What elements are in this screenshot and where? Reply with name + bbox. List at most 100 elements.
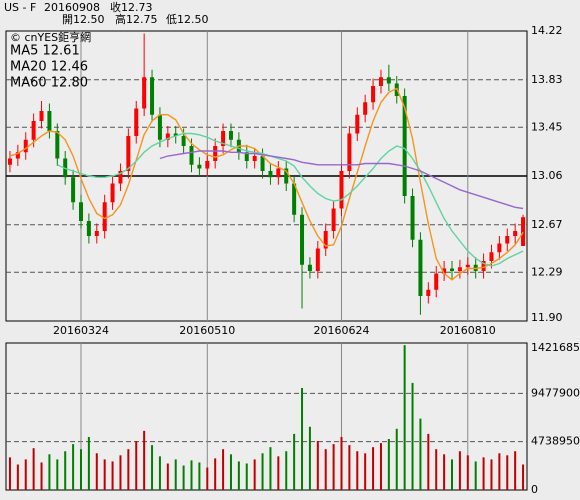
candle-body: [323, 231, 328, 249]
candle-body: [102, 202, 107, 231]
candle-body: [94, 231, 99, 236]
x-tick-label: 20160324: [53, 324, 109, 337]
volume-bar: [443, 454, 446, 490]
candle-body: [7, 158, 12, 165]
volume-bar: [285, 451, 288, 490]
volume-bar: [316, 441, 319, 490]
candle-body: [315, 248, 320, 271]
volume-bar: [222, 449, 225, 490]
volume-bar: [190, 460, 193, 490]
volume-bar: [261, 453, 264, 490]
volume-bar: [56, 459, 59, 490]
volume-bar: [198, 462, 201, 490]
volume-bar: [340, 436, 343, 490]
low-summary: 低12.50: [166, 13, 209, 26]
candle-body: [442, 268, 447, 274]
plot-layer: 11.90 12.29 12.67 13.06 13.45 13.83 14.22 0 4738…: [6, 24, 580, 496]
volume-bar: [182, 465, 185, 490]
volume-bar: [403, 345, 406, 490]
volume-bar: [308, 426, 311, 490]
volume-bar: [166, 463, 169, 490]
candle-body: [426, 289, 431, 296]
candle-body: [363, 102, 368, 115]
ma-line: [9, 87, 524, 281]
x-tick-label: 20160510: [179, 324, 235, 337]
candle-body: [347, 133, 352, 171]
volume-bar: [269, 447, 272, 490]
volume-bar: [348, 445, 351, 490]
volume-bar: [364, 453, 367, 490]
volume-bar: [119, 455, 122, 490]
volume-bar: [135, 441, 138, 490]
open-summary: 開12.50: [62, 13, 105, 26]
volume-bar: [151, 445, 154, 490]
volume-bar: [498, 453, 501, 490]
candle-body: [31, 121, 36, 140]
candle-body: [244, 152, 249, 161]
volume-bar: [514, 451, 517, 490]
volume-bar: [419, 418, 422, 490]
candle-body: [55, 131, 60, 159]
candle-body: [497, 243, 502, 253]
y-tick-label: 13.06: [531, 169, 563, 182]
candle-body: [228, 131, 233, 140]
candle-body: [465, 264, 470, 268]
candle-body: [157, 114, 162, 140]
volume-bar: [490, 459, 493, 490]
volume-bar: [277, 456, 280, 490]
candle-body: [276, 168, 281, 178]
candle-body: [378, 77, 383, 86]
volume-bar: [8, 457, 11, 490]
candle-body: [331, 208, 336, 231]
candle-body: [489, 252, 494, 261]
close-summary: 收12.73: [110, 0, 153, 14]
volume-panel: [5, 342, 528, 491]
ma-line: [159, 150, 524, 210]
volume-bar: [427, 433, 430, 490]
symbol: US - F: [4, 1, 36, 14]
y-tick-label: 13.83: [531, 73, 563, 86]
candle-body: [221, 131, 226, 146]
candle-body: [71, 177, 76, 203]
legend-entry: MA60 12.80: [10, 76, 88, 91]
candle-body: [189, 146, 194, 165]
volume-bar: [143, 430, 146, 490]
candle-body: [110, 183, 115, 203]
volume-bar: [16, 464, 19, 490]
x-tick-label: 20160810: [440, 324, 496, 337]
candle-body: [513, 231, 518, 236]
volume-bar: [111, 461, 114, 490]
volume-bar: [24, 459, 27, 490]
volume-bar: [435, 449, 438, 490]
volume-bar: [466, 455, 469, 490]
volume-bar: [95, 453, 98, 490]
volume-bar: [79, 449, 82, 490]
volume-bar: [214, 458, 217, 490]
volume-bar: [103, 459, 106, 490]
candle-body: [150, 77, 155, 115]
candle-body: [142, 77, 147, 109]
volume-bar: [387, 439, 390, 490]
volume-bar: [379, 443, 382, 490]
volume-bar: [72, 444, 75, 490]
volume-bar: [48, 454, 51, 490]
volume-bar: [458, 451, 461, 490]
candle-body: [165, 133, 170, 140]
volume-bar: [301, 388, 304, 490]
candle-body: [47, 111, 52, 131]
candle-body: [371, 86, 376, 103]
y-tick-label: 12.29: [531, 265, 563, 278]
y-tick-label: 12.67: [531, 218, 563, 231]
high-summary: 高12.75: [115, 12, 158, 26]
candle-body: [402, 96, 407, 196]
y-tick-label: 14.22: [531, 24, 563, 37]
y2-tick-label: 142168500: [531, 341, 580, 354]
x-tick-label: 20160624: [313, 324, 369, 337]
candle-body: [386, 77, 391, 84]
candle-body: [418, 239, 423, 296]
candle-body: [23, 139, 28, 153]
volume-bar: [451, 459, 454, 490]
volume-bar: [324, 449, 327, 490]
watermark: © cnYES鉅亨網: [10, 30, 91, 44]
volume-bar: [356, 451, 359, 490]
